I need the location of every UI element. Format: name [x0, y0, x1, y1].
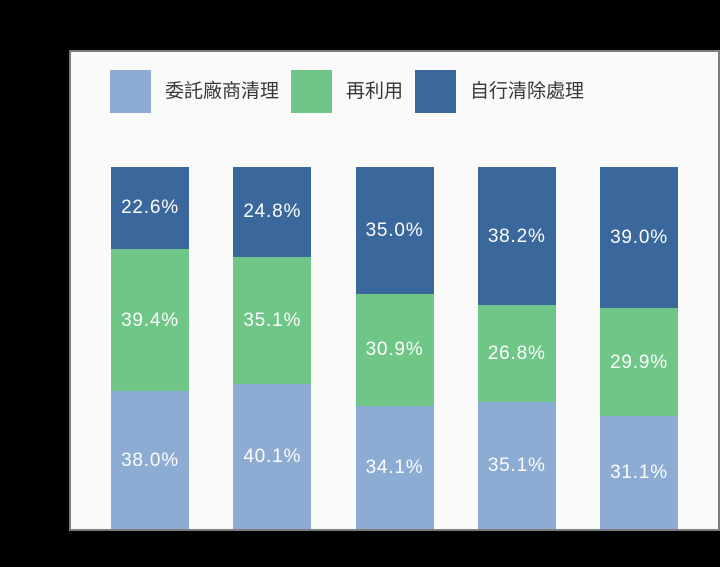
legend-label: 自行清除處理 — [470, 81, 585, 102]
legend-item: 自行清除處理 — [415, 70, 584, 113]
legend-item: 再利用 — [291, 70, 403, 113]
bar-segment-label: 34.1% — [365, 456, 424, 478]
bar-segment: 30.9% — [355, 293, 434, 406]
bar-segment: 39.0% — [600, 167, 678, 309]
bar-segment: 24.8% — [233, 167, 312, 257]
bar: 22.6% 39.4% 38.0% — [111, 167, 189, 529]
bar-segment: 29.9% — [600, 308, 678, 417]
bar-segment-label: 35.0% — [365, 219, 424, 241]
bar-segment-label: 22.6% — [121, 197, 179, 219]
bar-segment: 34.1% — [355, 405, 434, 529]
chart-panel: 委託廠商清理 再利用 自行清除處理 22.6% 39.4% 38.0% 24.8% 35.1… — [69, 50, 720, 531]
bar: 38.2% 26.8% 35.1% — [477, 167, 556, 529]
bar-segment: 26.8% — [477, 305, 556, 403]
bar: 35.0% 30.9% 34.1% — [355, 167, 434, 529]
legend: 委託廠商清理 再利用 自行清除處理 — [110, 70, 584, 113]
bar-segment: 38.2% — [477, 167, 556, 306]
legend-label: 委託廠商清理 — [165, 81, 280, 102]
bar-segment: 35.0% — [355, 167, 434, 294]
plot-area: 22.6% 39.4% 38.0% 24.8% 35.1% 40.1% 35.0% 30.9%… — [111, 167, 678, 529]
bar-segment-label: 38.0% — [121, 449, 179, 471]
bar-segment-label: 35.1% — [487, 455, 546, 477]
legend-item: 委託廠商清理 — [110, 70, 279, 113]
bar-segment-label: 26.8% — [487, 343, 546, 365]
bar-segment: 40.1% — [233, 383, 312, 529]
legend-swatch — [291, 70, 333, 113]
bar-segment-label: 24.8% — [243, 201, 302, 223]
bar-segment: 35.1% — [477, 402, 556, 529]
bar-segment-label: 40.1% — [243, 445, 302, 467]
bar-segment-label: 29.9% — [610, 351, 668, 373]
legend-label: 再利用 — [346, 81, 404, 102]
bar-segment-label: 38.2% — [487, 225, 546, 247]
bar-segment: 22.6% — [111, 167, 189, 249]
legend-swatch — [415, 70, 457, 113]
bar-segment-label: 39.4% — [121, 309, 179, 331]
bar-segment: 38.0% — [111, 391, 189, 529]
bar: 39.0% 29.9% 31.1% — [600, 167, 678, 529]
bar-segment: 31.1% — [600, 416, 678, 529]
legend-swatch — [110, 70, 151, 113]
bar-segment-label: 35.1% — [243, 309, 302, 331]
bar-segment: 39.4% — [111, 248, 189, 392]
bar-segment-label: 39.0% — [610, 227, 668, 249]
bar: 24.8% 35.1% 40.1% — [233, 167, 312, 529]
bar-segment-label: 30.9% — [365, 339, 424, 361]
bar-segment-label: 31.1% — [610, 462, 668, 484]
bar-segment: 35.1% — [233, 256, 312, 384]
